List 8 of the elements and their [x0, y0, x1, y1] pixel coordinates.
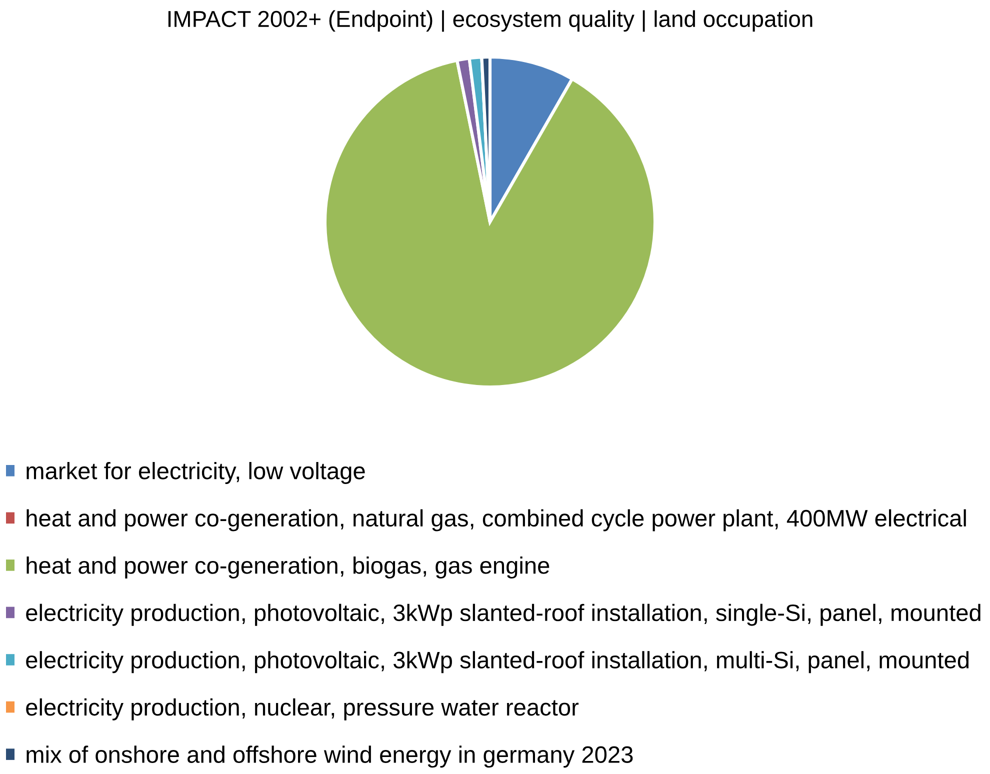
legend-label: heat and power co-generation, biogas, gas engine [26, 556, 550, 579]
legend-label: electricity production, photovoltaic, 3kWp slanted-roof installation, multi-Si, panel, mounted [26, 651, 969, 674]
legend-label: electricity production, nuclear, pressure water reactor [26, 698, 579, 720]
chart-title: IMPACT 2002+ (Endpoint) | ecosystem quality | land occupation [168, 10, 812, 32]
legend-label: mix of onshore and offshore wind energy in germany 2023 [26, 746, 633, 768]
legend-label: heat and power co-generation, natural gas, combined cycle power plant, 400MW electrical [26, 509, 966, 532]
legend-label: electricity production, photovoltaic, 3kWp slanted-roof installation, single-Si, panel, mounted [26, 604, 980, 626]
legend-label: market for electricity, low voltage [26, 462, 365, 484]
